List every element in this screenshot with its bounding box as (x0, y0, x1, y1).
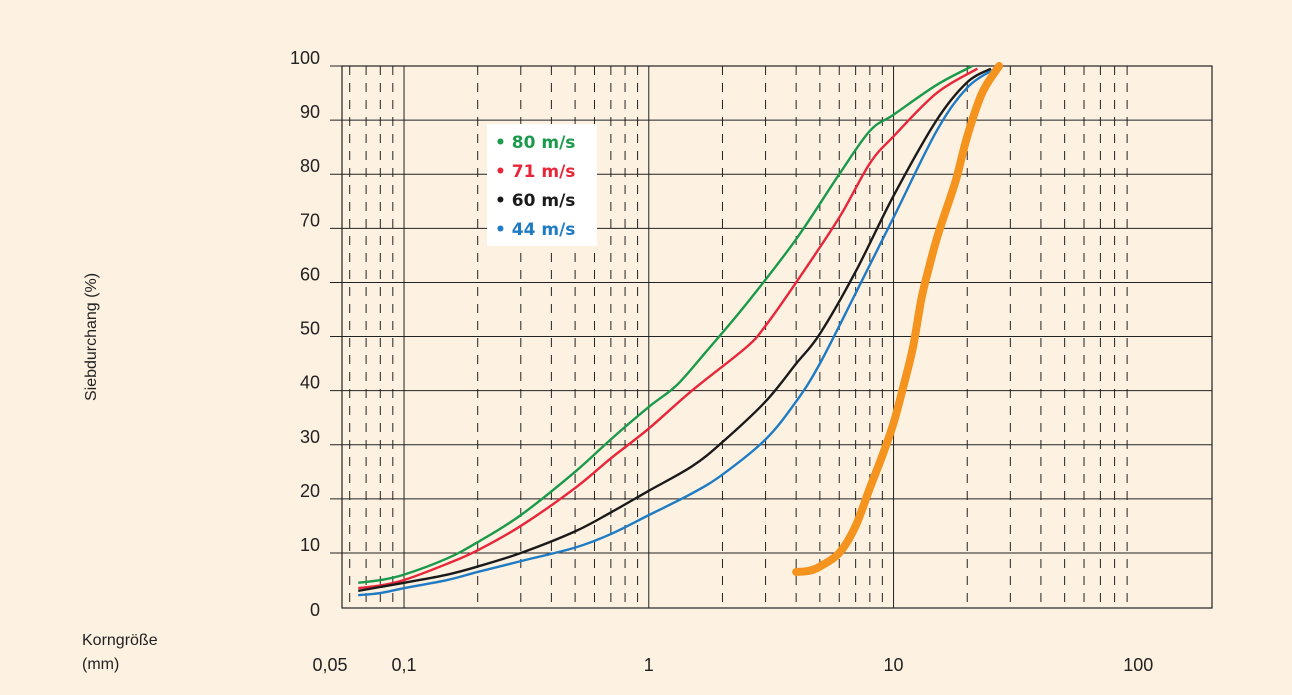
x-axis-title-line1: Korngröße (82, 632, 158, 649)
series-line (358, 69, 977, 588)
y-tick-label: 50 (300, 319, 320, 339)
y-tick-label: 70 (300, 210, 320, 230)
x-axis-title-line2: (mm) (82, 656, 119, 673)
y-axis-title: Siebdurchang (%) (83, 273, 100, 401)
series-line (358, 66, 972, 583)
legend-item: • 80 m/s (495, 133, 575, 153)
series-group (358, 66, 999, 595)
y-tick-label: 100 (290, 48, 320, 68)
y-tick-label: 0 (310, 600, 320, 620)
x-tick-label: 1 (644, 655, 654, 675)
reference-band-curve (796, 66, 999, 572)
x-tick-label: 10 (884, 655, 904, 675)
y-tick-labels: 0 10 20 30 40 50 60 70 80 90 100 (290, 48, 320, 620)
grid-major (330, 66, 1212, 608)
y-tick-label: 90 (300, 102, 320, 122)
y-tick-label: 40 (300, 373, 320, 393)
x-tick-label: 100 (1123, 655, 1153, 675)
x-tick-label: 0,1 (392, 655, 417, 675)
y-tick-label: 80 (300, 156, 320, 176)
series-line (358, 69, 991, 591)
legend-item: • 71 m/s (495, 162, 575, 182)
y-tick-label: 20 (300, 481, 320, 501)
y-tick-label: 30 (300, 427, 320, 447)
y-tick-label: 10 (300, 535, 320, 555)
y-tick-label: 60 (300, 264, 320, 284)
legend-item: • 44 m/s (495, 220, 575, 240)
x-tick-labels: 0,05 0,1 1 10 100 (312, 655, 1153, 675)
series-line (358, 69, 995, 596)
legend-item: • 60 m/s (495, 191, 575, 211)
x-tick-label: 0,05 (312, 655, 347, 675)
